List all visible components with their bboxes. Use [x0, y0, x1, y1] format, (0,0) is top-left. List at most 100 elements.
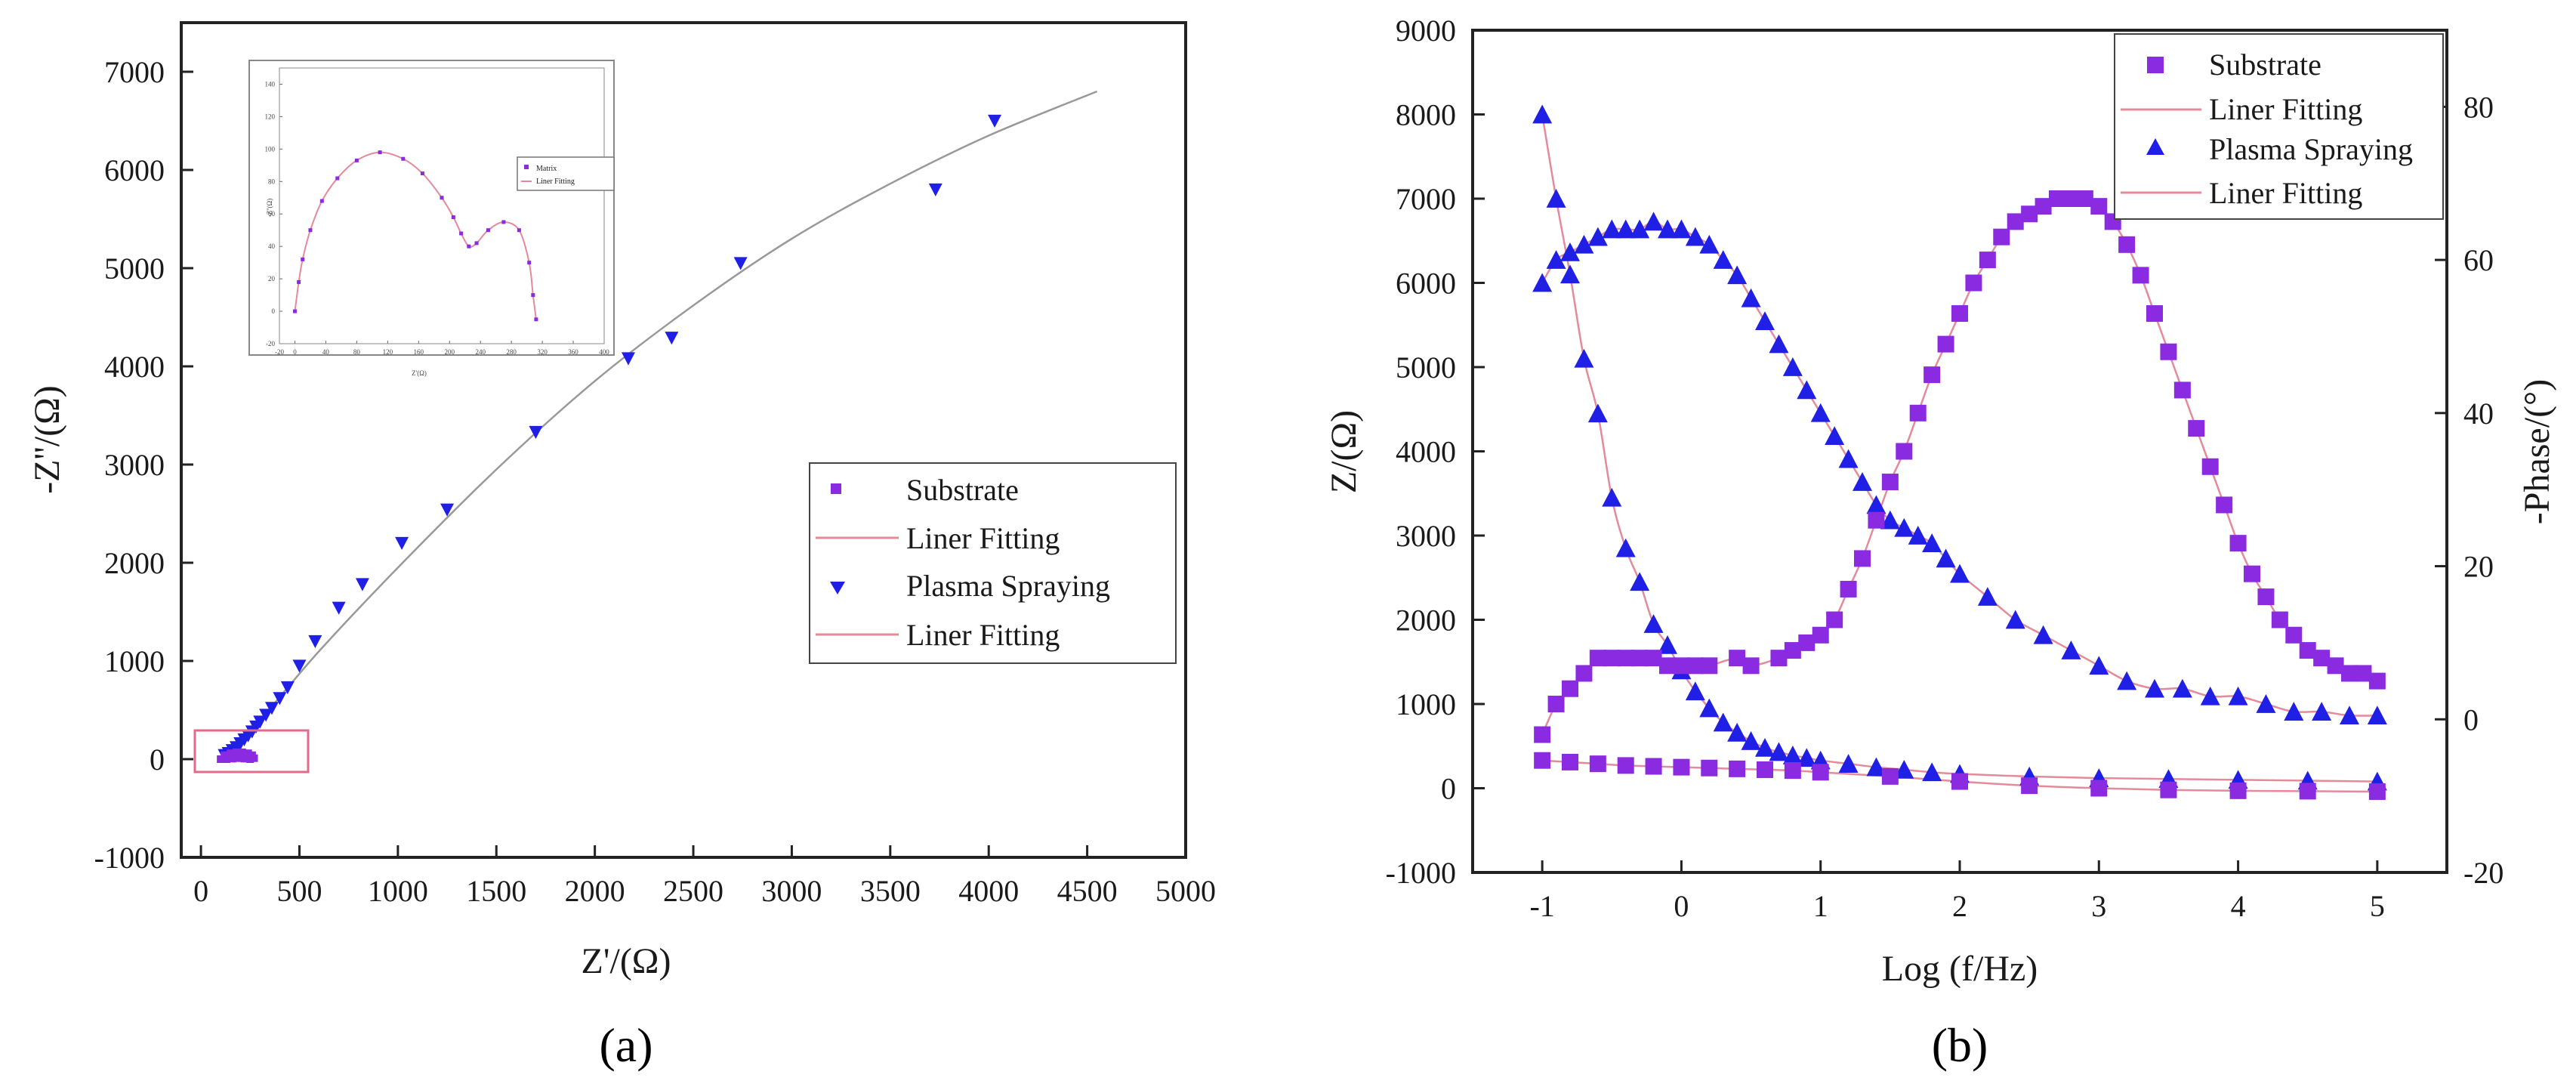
inset-y-tick-label: 100	[265, 145, 276, 153]
chart-a-x-tick-label: 5000	[1155, 874, 1216, 908]
chart-b-point-plasma-spraying-phase	[1643, 212, 1664, 231]
chart-b-point-plasma-spraying-phase	[1797, 380, 1817, 400]
chart-b-point-substrate-phase	[2076, 190, 2093, 207]
inset-matrix-point	[378, 150, 382, 155]
chart-a-x-tick-label: 1500	[466, 874, 526, 908]
chart-a-fit-line	[220, 90, 1098, 760]
chart-b-point-plasma-spraying-phase	[1894, 517, 1914, 537]
chart-b-y2-tick-label: 20	[2463, 550, 2494, 584]
chart-b-point-substrate-phase	[2201, 458, 2219, 475]
chart-b-point-substrate-phase	[2341, 665, 2358, 682]
chart-b-point-substrate-z	[2299, 783, 2316, 800]
chart-b-point-substrate-phase	[1909, 404, 1927, 421]
chart-b-point-substrate-phase	[2035, 198, 2052, 215]
inset-matrix-point	[319, 199, 324, 203]
chart-b-point-plasma-spraying-phase	[2005, 610, 2025, 629]
chart-b-point-substrate-phase	[2062, 190, 2080, 207]
chart-b-x-tick-label: 0	[1674, 889, 1689, 923]
chart-b-y-tick-label: 9000	[1396, 14, 1456, 48]
chart-b-point-plasma-spraying-z	[1782, 746, 1803, 764]
chart-b-point-plasma-spraying-phase	[1810, 403, 1831, 422]
chart-b-point-plasma-spraying-z	[1587, 403, 1608, 423]
legend-label-plasma: Plasma Spraying	[906, 569, 1110, 603]
chart-a-plasma-point	[332, 601, 346, 615]
chart-b-y-tick-label: 4000	[1396, 435, 1456, 469]
chart-b-point-plasma-spraying-phase	[2256, 694, 2276, 713]
chart-b-point-plasma-spraying-phase	[1922, 533, 1942, 552]
chart-b-point-plasma-spraying-phase	[1782, 357, 1803, 376]
inset-y-tick-label: 140	[265, 80, 276, 88]
chart-b-point-substrate-phase	[2285, 626, 2303, 644]
chart-b-point-plasma-spraying-phase	[1713, 250, 1733, 269]
chart-b-point-substrate-z	[1673, 758, 1690, 776]
chart-b-point-substrate-phase	[1742, 657, 1760, 675]
chart-b-point-substrate-phase	[1951, 305, 1968, 323]
inset-x-axis-label: Z'(Ω)	[412, 369, 427, 377]
chart-a-plasma-point	[733, 257, 748, 270]
chart-b-point-plasma-spraying-phase	[1574, 234, 1594, 254]
inset-x-tick-label: 200	[444, 348, 455, 356]
chart-b-point-plasma-spraying-phase	[1546, 250, 1566, 269]
chart-b-y-axis-label: Z/(Ω)	[1324, 410, 1364, 493]
chart-b-point-plasma-spraying-z	[1630, 572, 1650, 591]
chart-a-x-axis-label: Z'/(Ω)	[582, 941, 671, 981]
inset-chart: -20 0 40 80 120 160 200 240 280 320 360 400 -20 0 20 40…	[248, 60, 615, 377]
legend-box-b	[2114, 33, 2444, 220]
chart-b-point-substrate-phase	[1575, 665, 1593, 682]
legend-label-substrate: Substrate	[906, 473, 1019, 507]
chart-b-point-plasma-spraying-phase	[2284, 702, 2304, 721]
inset-matrix-point	[534, 317, 538, 322]
chart-a-x-tick-label: 3500	[860, 874, 921, 908]
chart-b-point-plasma-spraying-z	[1685, 681, 1705, 701]
chart-a-x-tick-label: 2000	[565, 874, 625, 908]
chart-b-point-substrate-phase	[1993, 228, 2010, 245]
chart-a-plasma-point	[621, 352, 635, 366]
chart-b-point-plasma-spraying-phase	[1602, 219, 1622, 239]
inset-y-tick-label: 40	[268, 242, 276, 250]
chart-b-point-substrate-phase	[1881, 474, 1899, 491]
inset-x-tick-label: 120	[383, 348, 393, 356]
chart-b-y-tick-label: -1000	[1386, 856, 1456, 890]
chart-b-point-substrate-phase	[1562, 680, 1578, 697]
chart-b-point-substrate-z	[1617, 757, 1634, 774]
chart-b-point-substrate-z	[1951, 773, 1968, 790]
chart-a-plasma-point	[665, 332, 679, 345]
chart-a-y-axis-label: -Z''/(Ω)	[27, 385, 67, 494]
chart-b-point-substrate-phase	[2160, 343, 2177, 360]
inset-x-tick-label: 160	[414, 348, 424, 356]
chart-a-substrate-point	[228, 755, 236, 763]
inset-y-tick-label: 80	[268, 178, 276, 185]
chart-b-point-substrate-phase	[1826, 611, 1843, 628]
inset-matrix-point	[474, 241, 479, 245]
chart-a-plasma-point	[440, 503, 455, 517]
inset-matrix-point	[467, 244, 471, 249]
chart-b-point-plasma-spraying-z	[1532, 104, 1553, 124]
chart-b-y2-tick-label: -20	[2463, 856, 2504, 890]
chart-a-y-tick-label: 6000	[104, 153, 165, 187]
chart-b-point-substrate-phase	[1701, 657, 1718, 675]
chart-b-point-substrate-z	[1812, 764, 1829, 781]
chart-b-point-plasma-spraying-phase	[1658, 219, 1677, 239]
inset-frame	[248, 60, 615, 356]
legend-box	[809, 462, 1177, 664]
chart-a-plasma-point	[253, 715, 267, 729]
chart-b-point-plasma-spraying-phase	[2117, 671, 2137, 690]
chart-b-point-substrate-phase	[1729, 650, 1746, 667]
chart-a-plasma-point	[292, 659, 307, 673]
chart-b-point-plasma-spraying-phase	[1615, 219, 1636, 239]
inset-legend-matrix: Matrix	[536, 165, 557, 173]
chart-b-point-plasma-spraying-z	[1866, 757, 1886, 777]
chart-b-point-substrate-phase	[1534, 726, 1551, 743]
chart-b-point-substrate-phase	[1924, 366, 1941, 384]
chart-a-substrate-point	[227, 749, 235, 758]
chart-b-x-tick-label: 1	[1813, 889, 1828, 923]
chart-b-point-substrate-phase	[2368, 672, 2386, 690]
chart-b-fit-plasma-spraying-phase	[1541, 221, 2377, 717]
chart-b-point-substrate-phase	[2299, 642, 2316, 659]
chart-a-substrate-point	[240, 755, 248, 763]
chart-b-point-substrate-phase	[1589, 650, 1606, 667]
legend-b-label-fitting-1: Liner Fitting	[2209, 92, 2362, 126]
chart-b-point-substrate-phase	[2355, 665, 2372, 682]
chart-b-point-substrate-phase	[2173, 381, 2191, 399]
